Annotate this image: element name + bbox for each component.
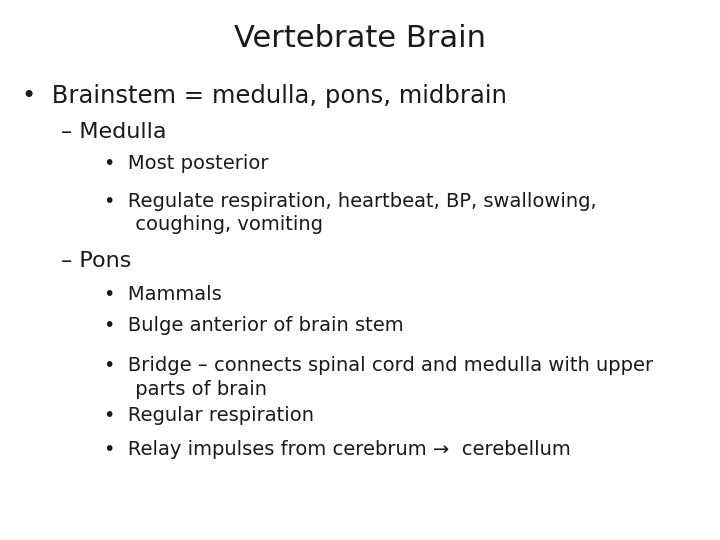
Text: •  Bridge – connects spinal cord and medulla with upper
     parts of brain: • Bridge – connects spinal cord and medu… [104,356,654,399]
Text: •  Regular respiration: • Regular respiration [104,406,315,425]
Text: •  Relay impulses from cerebrum →  cerebellum: • Relay impulses from cerebrum → cerebel… [104,440,571,459]
Text: – Medulla: – Medulla [61,122,167,141]
Text: •  Regulate respiration, heartbeat, BP, swallowing,
     coughing, vomiting: • Regulate respiration, heartbeat, BP, s… [104,192,597,234]
Text: •  Bulge anterior of brain stem: • Bulge anterior of brain stem [104,316,404,335]
Text: •  Brainstem = medulla, pons, midbrain: • Brainstem = medulla, pons, midbrain [22,84,506,107]
Text: – Pons: – Pons [61,251,132,271]
Text: Vertebrate Brain: Vertebrate Brain [234,24,486,53]
Text: •  Most posterior: • Most posterior [104,154,269,173]
Text: •  Mammals: • Mammals [104,285,222,304]
